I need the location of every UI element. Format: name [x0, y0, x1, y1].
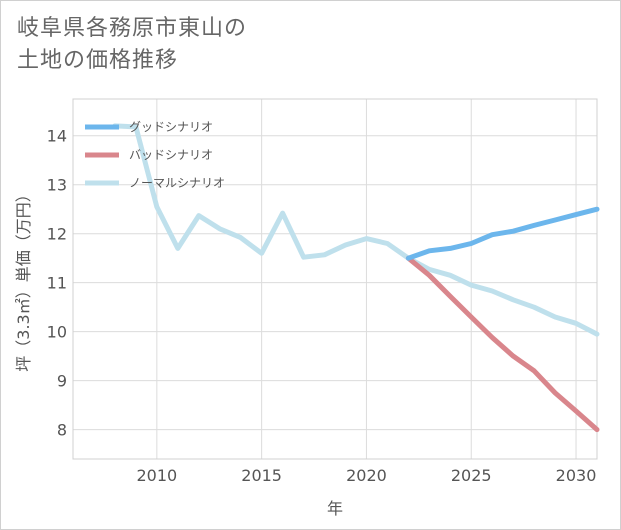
y-axis-ticks: 8 9 10 11 12 13 14 — [47, 127, 67, 440]
plot-area — [72, 98, 598, 460]
series-line-good — [405, 206, 600, 261]
grid — [73, 99, 597, 459]
chart-title-line-2: 土地の価格推移 — [17, 48, 179, 73]
series-layer — [112, 123, 600, 433]
legend-label: ノーマルシナリオ — [129, 176, 225, 190]
legend-label: グッドシナリオ — [129, 120, 213, 134]
x-tick-label: 2025 — [451, 466, 492, 485]
y-tick-label: 11 — [47, 274, 67, 293]
y-tick-label: 10 — [47, 323, 67, 342]
series-line-bad — [405, 255, 600, 433]
y-tick-label: 12 — [47, 225, 67, 244]
x-axis-ticks: 2010 2015 2020 2025 2030 — [136, 466, 596, 485]
y-tick-label: 9 — [57, 372, 67, 391]
y-tick-label: 13 — [47, 176, 67, 195]
x-tick-label: 2020 — [346, 466, 387, 485]
x-axis-label: 年 — [327, 499, 343, 518]
chart-title-line-1: 岐阜県各務原市東山の — [17, 16, 248, 41]
x-tick-label: 2030 — [556, 466, 597, 485]
series-line-normal — [112, 123, 600, 337]
legend-label: バッドシナリオ — [129, 148, 213, 162]
y-tick-label: 14 — [47, 127, 67, 146]
chart-title: 岐阜県各務原市東山の 土地の価格推移 — [17, 13, 247, 77]
y-tick-label: 8 — [57, 421, 67, 440]
x-tick-label: 2015 — [241, 466, 282, 485]
y-axis-label: 坪（3.3㎡）単価（万円） — [14, 186, 33, 371]
x-tick-label: 2010 — [136, 466, 177, 485]
